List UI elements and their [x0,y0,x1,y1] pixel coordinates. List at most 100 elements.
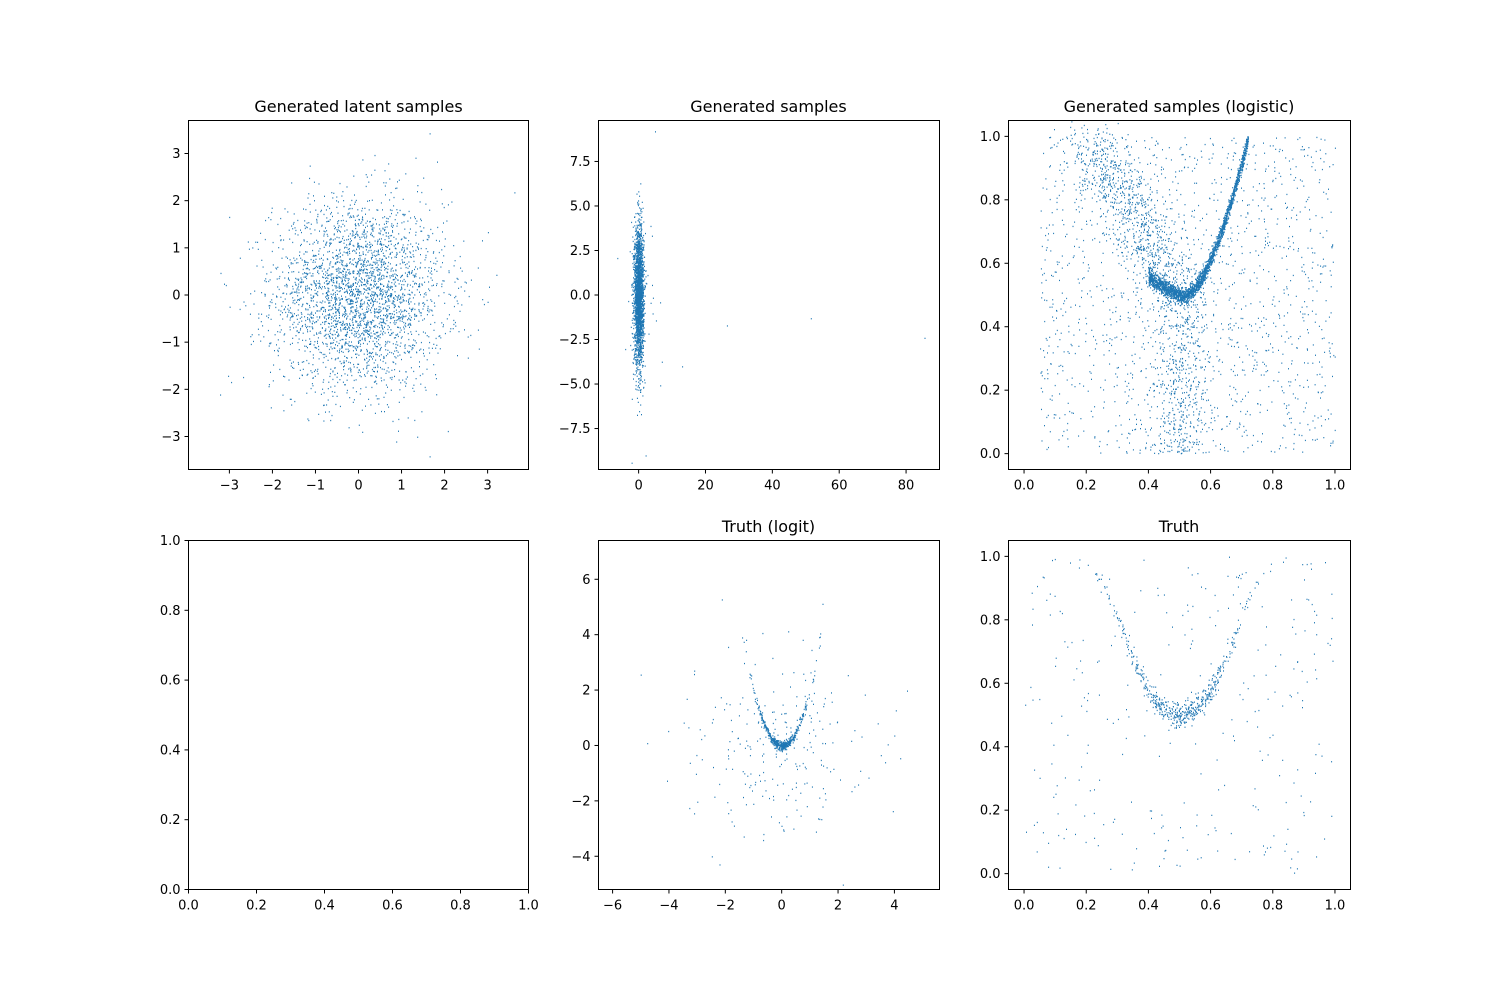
scatter-point [374,293,376,295]
scatter-point [345,285,347,287]
scatter-point [351,356,353,359]
subplot-samples: Generated samples 0 20 40 60 80−7.5−5.0−2.50… [559,97,940,494]
scatter-point [328,274,330,277]
scatter-point [283,340,285,343]
scatter-point [422,319,424,321]
scatter-point [279,331,281,333]
scatter-point [338,314,340,316]
scatter-point [635,310,637,312]
scatter-point [319,267,321,270]
scatter-point [643,315,645,317]
scatter-point [636,304,638,306]
scatter-point [370,283,371,285]
scatter-point [636,272,638,275]
scatter-point [279,314,281,316]
scatter-point [319,331,321,333]
scatter-point [336,236,338,238]
scatter-point [327,333,329,336]
scatter-point [363,314,365,316]
scatter-point [328,305,330,307]
scatter-point [297,361,299,364]
scatter-point [311,316,313,319]
scatter-point [358,294,360,296]
scatter-point [328,326,330,328]
scatter-point [360,349,362,351]
scatter-point [641,414,642,416]
scatter-point [288,309,290,312]
scatter-point [635,350,637,352]
scatter-point [382,294,384,296]
scatter-point [388,232,389,234]
scatter-point [366,287,368,289]
scatter-point [271,207,273,209]
scatter-point [643,249,645,251]
scatter-point [366,306,368,308]
scatter-point [635,316,637,318]
scatter-point [420,219,422,222]
scatter-point [346,357,348,359]
scatter-point [363,333,365,335]
scatter-point [356,304,357,307]
scatter-point [364,268,366,270]
scatter-point [404,249,405,251]
scatter-point [381,321,383,324]
scatter-point [632,262,634,265]
scatter-point [398,379,400,381]
scatter-point [371,227,373,229]
scatter-point [372,223,374,225]
scatter-point [635,388,637,390]
scatter-point [387,353,389,355]
scatter-point [633,254,635,257]
scatter-point [393,283,395,285]
scatter-point [356,297,358,299]
scatter-point [357,289,359,291]
scatter-point [343,314,345,316]
scatter-point [280,310,282,312]
scatter-point [367,370,369,372]
scatter-point [357,209,359,211]
scatter-point [340,220,342,222]
scatter-point [358,292,360,294]
scatter-point [358,285,360,287]
scatter-point [361,278,363,280]
scatter-point [339,360,341,363]
scatter-point [400,337,402,339]
scatter-point [342,235,344,238]
scatter-point [342,215,344,217]
scatter-point [514,192,516,194]
scatter-point [398,283,400,285]
scatter-point [448,314,450,316]
scatter-point [344,355,346,357]
scatter-point [341,263,343,265]
scatter-point [380,310,382,312]
scatter-point [422,331,424,333]
scatter-point [414,216,415,218]
scatter-point [384,296,386,298]
scatter-point [639,291,641,293]
scatter-point [311,383,313,385]
scatter-point [632,226,634,228]
scatter-point [637,350,639,352]
scatter-point [334,347,336,349]
scatter-point [391,257,393,259]
scatter-point [373,281,375,283]
scatter-point [357,293,358,295]
scatter-point [349,299,351,301]
x-tick-label: −3 [220,479,239,494]
scatter-point [404,213,406,216]
scatter-point [635,278,636,280]
scatter-point [384,326,385,328]
scatter-point [635,266,637,268]
scatter-point [642,247,644,250]
scatter-point [327,205,329,208]
scatter-point [368,333,370,335]
scatter-point [327,283,329,285]
scatter-point [342,219,344,222]
scatter-point [347,298,349,301]
scatter-point [353,379,355,382]
scatter-point [328,267,330,269]
scatter-point [643,244,645,246]
scatter-point [397,243,399,245]
scatter-point [309,165,311,167]
scatter-point [281,305,283,307]
